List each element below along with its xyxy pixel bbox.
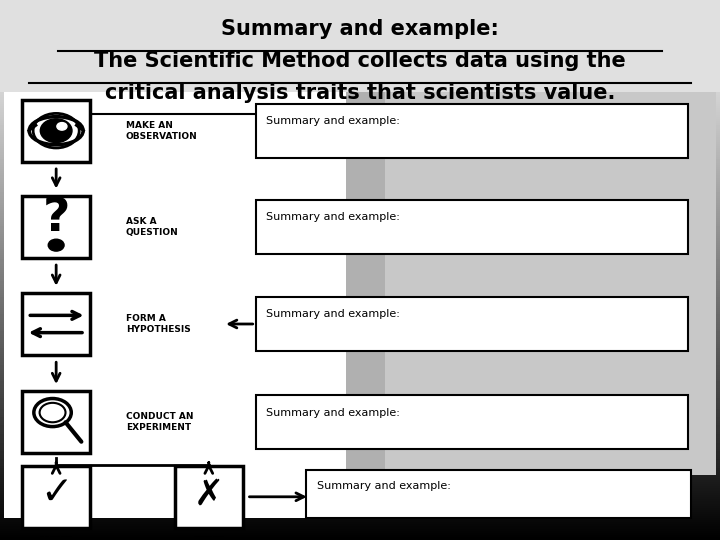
Bar <box>22 195 91 258</box>
Bar <box>256 395 688 449</box>
Bar <box>4 92 349 518</box>
Bar <box>346 92 716 475</box>
Circle shape <box>40 403 66 422</box>
Bar <box>22 99 91 162</box>
Text: MAKE AN
OBSERVATION: MAKE AN OBSERVATION <box>126 120 198 141</box>
Text: Summary and example:: Summary and example: <box>266 212 400 222</box>
Text: Summary and example:: Summary and example: <box>221 19 499 39</box>
Text: The Scientific Method collects data using the: The Scientific Method collects data usin… <box>94 51 626 71</box>
Circle shape <box>34 399 71 427</box>
Text: Summary and example:: Summary and example: <box>266 309 400 319</box>
Text: Summary and example:: Summary and example: <box>266 408 400 417</box>
Bar <box>22 293 91 355</box>
Circle shape <box>48 239 64 251</box>
Bar <box>174 465 243 528</box>
Text: ✓: ✓ <box>40 474 73 511</box>
Text: critical analysis traits that scientists value.: critical analysis traits that scientists… <box>105 83 615 103</box>
Bar <box>256 104 688 158</box>
Circle shape <box>40 119 72 143</box>
Bar <box>256 297 688 351</box>
Ellipse shape <box>29 117 84 145</box>
Bar <box>22 465 91 528</box>
Text: ASK A
QUESTION: ASK A QUESTION <box>126 217 179 237</box>
Text: ?: ? <box>42 195 70 241</box>
Text: ACCEPT
HYPOTHESIS: ACCEPT HYPOTHESIS <box>29 536 84 540</box>
Bar <box>22 391 91 454</box>
Bar <box>256 200 688 254</box>
Bar <box>346 92 385 475</box>
Circle shape <box>57 123 67 130</box>
Text: REJECT
HYPOTHESIS: REJECT HYPOTHESIS <box>181 536 236 540</box>
Text: Summary and example:: Summary and example: <box>317 481 451 491</box>
Text: Summary and example:: Summary and example: <box>266 116 400 126</box>
Bar <box>0 0 720 92</box>
Bar <box>306 470 691 518</box>
Text: FORM A
HYPOTHESIS: FORM A HYPOTHESIS <box>126 314 191 334</box>
Text: CONDUCT AN
EXPERIMENT: CONDUCT AN EXPERIMENT <box>126 412 194 433</box>
Text: ✗: ✗ <box>194 478 224 511</box>
